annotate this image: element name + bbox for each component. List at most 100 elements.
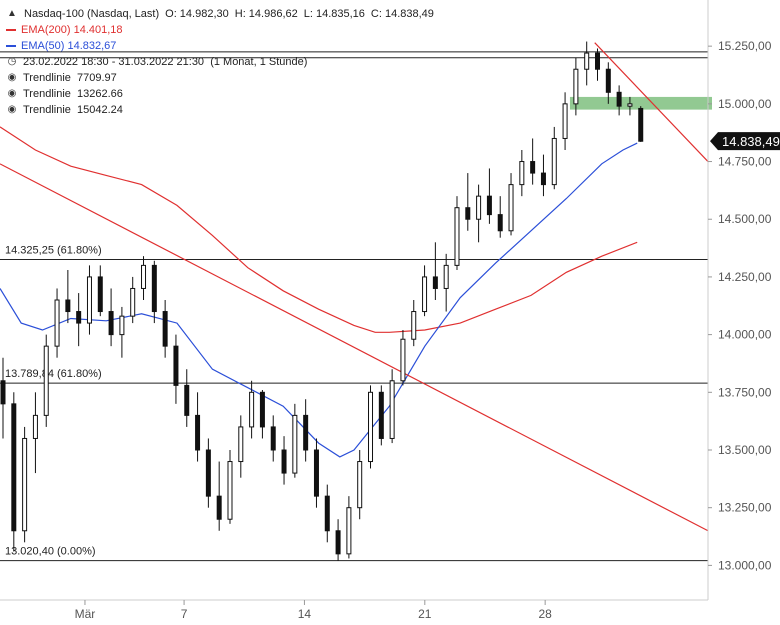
trendline-value: 13262.66 <box>77 88 123 100</box>
y-tick-label: 15.250,00 <box>718 39 772 53</box>
level-label: 13.789,84 (61.80%) <box>5 368 102 380</box>
candle-body <box>270 426 276 451</box>
last-price-tag <box>710 132 780 151</box>
last-price-label: 14.838,49 <box>722 134 780 149</box>
range-period: (1 Monat, 1 Stunde) <box>210 56 308 68</box>
candle-body <box>551 137 557 186</box>
ema50-line <box>0 142 638 458</box>
low-value: L: 14.835,16 <box>303 8 365 20</box>
candle-body <box>303 414 309 451</box>
candle-body <box>508 184 514 232</box>
candle-body <box>195 414 201 451</box>
candle-body <box>324 495 330 532</box>
candle-body <box>389 380 395 439</box>
chart-icon: ▲ <box>7 8 17 19</box>
y-tick-label: 13.000,00 <box>718 558 772 572</box>
trendline <box>594 42 709 162</box>
candle-body <box>141 264 147 289</box>
y-tick-label: 14.000,00 <box>718 328 772 342</box>
resistance-zone-rect <box>569 96 712 110</box>
candle-body <box>22 437 28 532</box>
candle-body <box>119 315 125 336</box>
y-tick-label: 14.500,00 <box>718 212 772 226</box>
candle-body <box>216 495 222 520</box>
trendlines <box>0 42 709 532</box>
resistance-zone <box>569 96 712 110</box>
candle-body <box>476 195 482 220</box>
y-tick-label: 13.250,00 <box>718 501 772 515</box>
legend-ema200[interactable]: EMA(200) 14.401,18 <box>6 22 440 38</box>
candle-body <box>540 172 546 186</box>
candle-body <box>368 391 374 463</box>
legend-ema50[interactable]: EMA(50) 14.832,67 <box>6 38 440 54</box>
x-tick-label: 28 <box>538 607 552 621</box>
candle-body <box>422 276 428 313</box>
candle-body <box>130 287 136 317</box>
candle-body <box>97 276 103 313</box>
y-tick-label: 14.250,00 <box>718 270 772 284</box>
target-icon: ◉ <box>7 72 17 83</box>
candle-body <box>411 311 417 340</box>
high-value: H: 14.986,62 <box>234 8 298 20</box>
candle-body <box>627 103 633 107</box>
candle-body <box>357 461 363 509</box>
ema50-label: EMA(50) <box>21 40 65 52</box>
candles <box>0 41 644 561</box>
candle-body <box>281 449 287 474</box>
trendline <box>0 163 709 532</box>
candle-body <box>378 391 384 439</box>
y-tick-label: 15.000,00 <box>718 97 772 111</box>
open-value: O: 14.982,30 <box>165 8 229 20</box>
trendline-item[interactable]: ◉ Trendlinie 7709.97 <box>6 70 440 86</box>
candle-body <box>173 345 179 386</box>
ema50-swatch <box>6 45 16 47</box>
y-tick-label: 13.750,00 <box>718 385 772 399</box>
candle-body <box>151 264 157 313</box>
candle-body <box>86 276 92 324</box>
trendline-label: Trendlinie <box>23 88 71 100</box>
trendline-label: Trendlinie <box>23 104 71 116</box>
candle-body <box>519 161 525 186</box>
trendline-item[interactable]: ◉ Trendlinie 13262.66 <box>6 86 440 102</box>
trendline-value: 7709.97 <box>77 72 117 84</box>
legend: ▲ Nasdaq-100 (Nasdaq, Last) O: 14.982,30… <box>6 6 440 118</box>
x-tick-label: 21 <box>418 607 432 621</box>
y-tick-label: 14.750,00 <box>718 155 772 169</box>
candle-body <box>108 311 114 336</box>
ohlc-row: ▲ Nasdaq-100 (Nasdaq, Last) O: 14.982,30… <box>6 6 440 22</box>
x-axis: Mär 7 14 21 28 <box>0 599 708 621</box>
candle-body <box>162 311 168 347</box>
trendline-item[interactable]: ◉ Trendlinie 15042.24 <box>6 102 440 118</box>
range-dates: 23.02.2022 18:30 - 31.03.2022 21:30 <box>23 56 205 68</box>
candle-body <box>616 91 622 107</box>
candle-body <box>595 52 601 70</box>
y-tick-label: 13.500,00 <box>718 443 772 457</box>
candle-body <box>43 345 49 416</box>
candle-body <box>76 311 82 324</box>
candle-body <box>400 338 406 382</box>
last-price-marker: 14.838,49 <box>710 132 780 151</box>
candle-body <box>249 391 255 428</box>
candle-body <box>605 68 611 93</box>
range-row: ◷ 23.02.2022 18:30 - 31.03.2022 21:30 (1… <box>6 54 440 70</box>
trendline-label: Trendlinie <box>23 72 71 84</box>
close-value: C: 14.838,49 <box>370 8 434 20</box>
target-icon: ◉ <box>7 104 17 115</box>
candle-body <box>227 461 233 520</box>
candle-body <box>530 161 536 174</box>
candle-body <box>584 52 590 70</box>
candle-body <box>638 107 644 142</box>
candle-body <box>259 391 265 428</box>
level-label: 14.325,25 (61.80%) <box>5 245 102 257</box>
candle-body <box>454 207 460 266</box>
candle-body <box>54 299 60 347</box>
x-tick-label: 14 <box>298 607 312 621</box>
candle-body <box>432 276 438 289</box>
candle-body <box>486 195 492 216</box>
candle-body <box>443 264 449 289</box>
candle-body <box>184 384 190 416</box>
clock-icon: ◷ <box>7 56 17 67</box>
candle-body <box>573 68 579 105</box>
candle-body <box>313 449 319 497</box>
